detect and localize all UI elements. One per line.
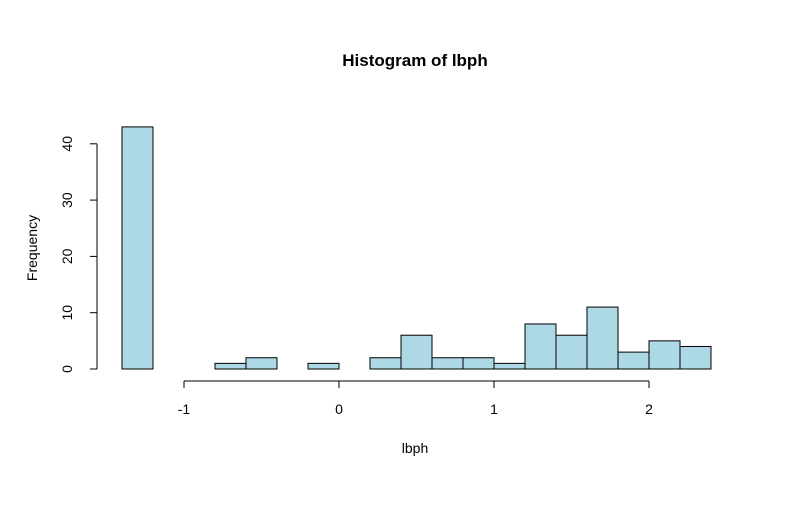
x-tick-label: -1 bbox=[178, 401, 191, 417]
histogram-bar bbox=[462, 357, 495, 370]
bars-group bbox=[121, 126, 712, 370]
histogram-bar bbox=[400, 334, 433, 370]
histogram-bar bbox=[214, 362, 247, 370]
histogram-bar bbox=[493, 362, 526, 370]
histogram-bar bbox=[369, 357, 402, 370]
histogram-bar bbox=[679, 345, 712, 370]
y-tick-label: 0 bbox=[59, 365, 75, 373]
chart-title: Histogram of lbph bbox=[342, 51, 487, 70]
histogram-bar bbox=[121, 126, 154, 370]
histogram-bar bbox=[586, 306, 619, 370]
y-tick-label: 40 bbox=[59, 136, 75, 152]
x-tick-label: 2 bbox=[645, 401, 653, 417]
y-tick-label: 30 bbox=[59, 192, 75, 208]
histogram-bar bbox=[617, 351, 650, 370]
x-tick-label: 1 bbox=[490, 401, 498, 417]
histogram-bar bbox=[431, 357, 464, 370]
y-axis-label: Frequency bbox=[24, 215, 40, 281]
histogram-bar bbox=[307, 362, 340, 370]
histogram-bar bbox=[648, 340, 681, 370]
histogram-bar bbox=[555, 334, 588, 370]
x-axis: -1 0 1 2 bbox=[178, 380, 653, 417]
histogram-bar bbox=[245, 357, 278, 370]
x-tick-label: 0 bbox=[335, 401, 343, 417]
x-axis-label: lbph bbox=[402, 440, 428, 456]
y-tick-label: 10 bbox=[59, 305, 75, 321]
histogram-bar bbox=[524, 323, 557, 370]
y-tick-label: 20 bbox=[59, 248, 75, 264]
y-axis: 0 10 20 30 40 bbox=[59, 136, 98, 373]
